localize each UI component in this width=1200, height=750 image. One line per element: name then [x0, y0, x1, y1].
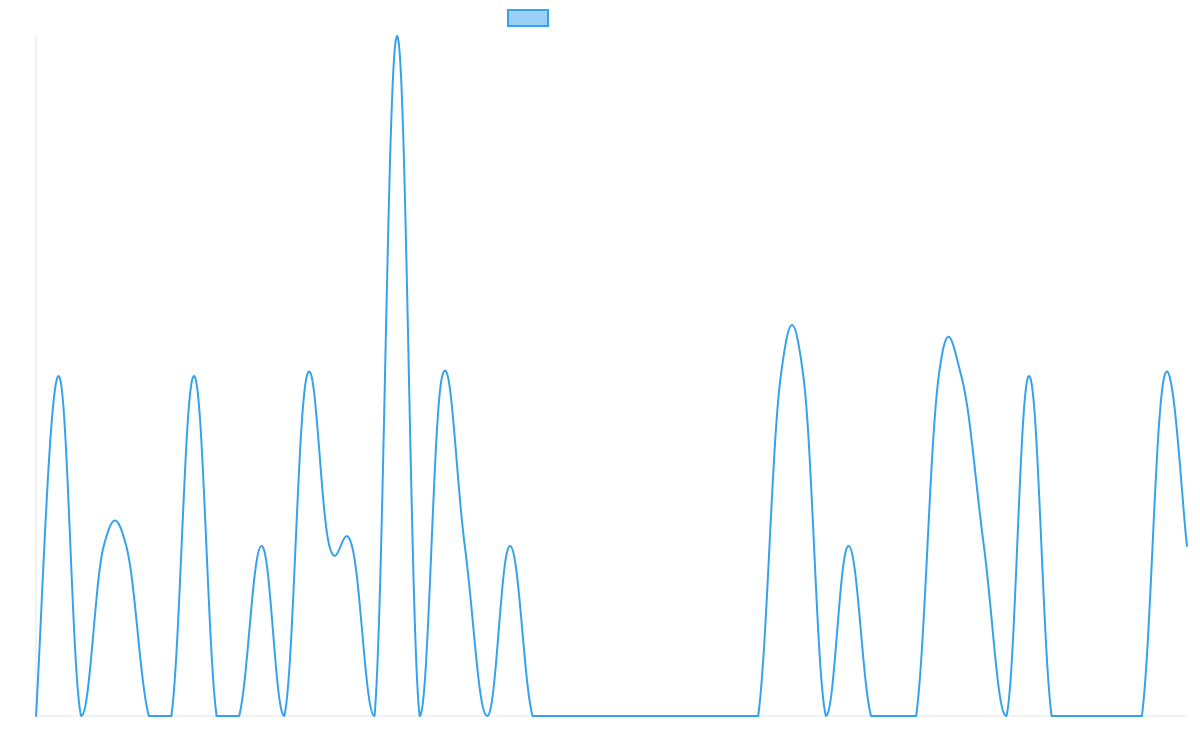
series-layer: [35, 35, 1188, 717]
series-line: [35, 35, 1188, 717]
legend-swatch[interactable]: [507, 9, 549, 27]
legend[interactable]: [507, 9, 549, 27]
